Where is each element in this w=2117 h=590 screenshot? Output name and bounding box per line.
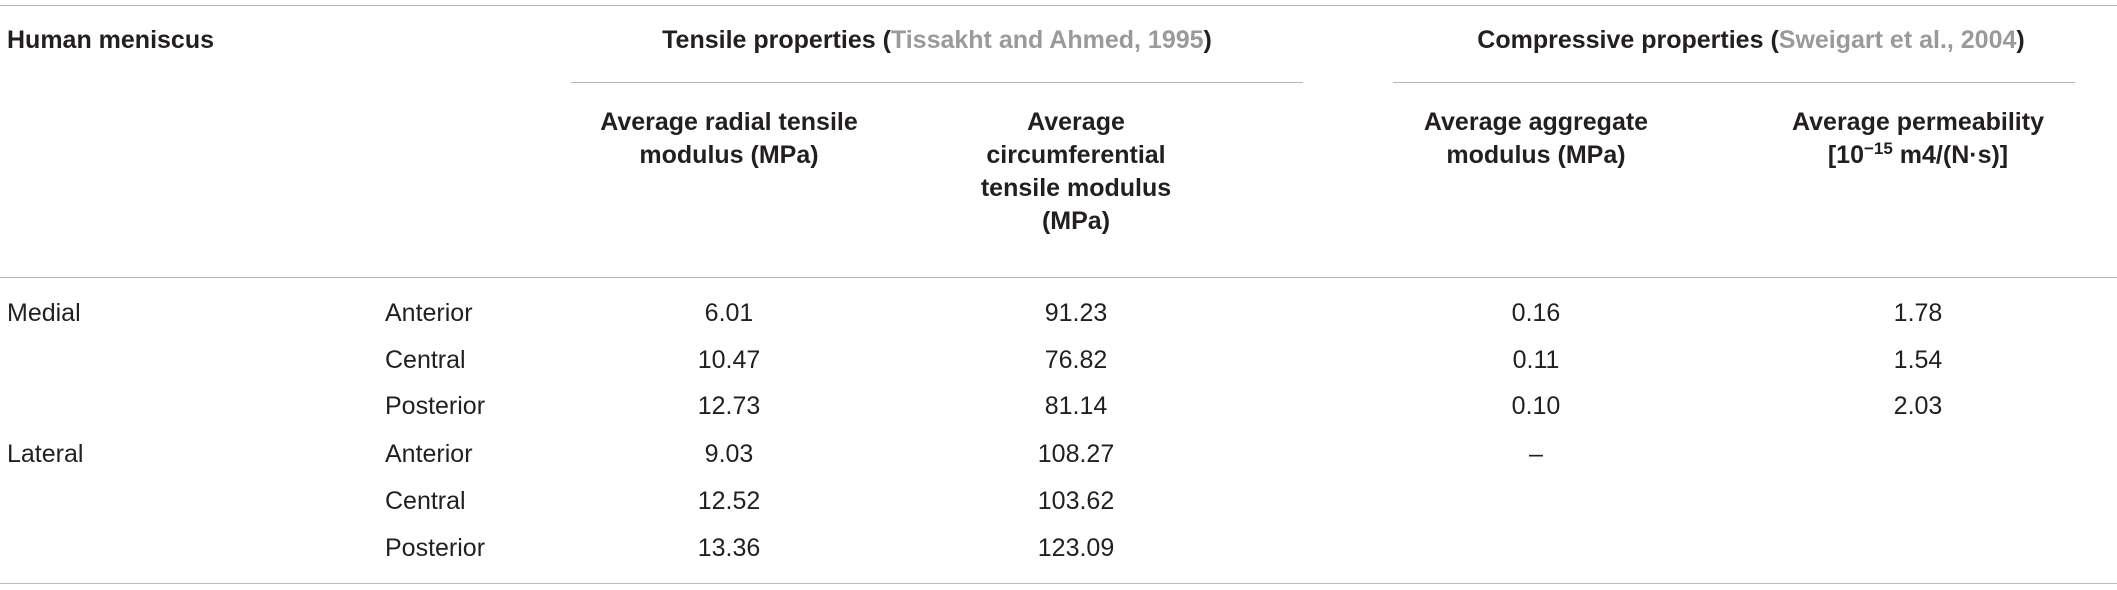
location: Posterior [385,392,486,420]
header-text: Average radial tensile modulus (MPa) [600,108,858,169]
cell: 103.62 [1037,487,1115,515]
cell: 76.82 [1044,346,1108,374]
top-rule [0,5,2117,6]
cell: 12.52 [697,487,761,515]
cell: 13.36 [697,534,761,562]
superscript: −15 [1864,139,1893,158]
group-rule [571,82,1303,83]
cell: 0.11 [1512,346,1560,374]
region: Medial [7,299,81,327]
group-title: ) [1203,26,1212,54]
cell: 0.16 [1511,299,1561,327]
location: Posterior [385,534,486,562]
location: Central [385,346,466,374]
column-header: Average permeability [10−15 m4/(N·s)] [1758,106,2078,172]
cell: 6.01 [704,299,754,327]
header-text: Average permeability [10 [1792,108,2044,169]
cell: 0.10 [1511,392,1561,420]
cell: 91.23 [1044,299,1108,327]
location: Anterior [385,440,473,468]
cell: 81.14 [1044,392,1108,420]
cell: 12.73 [697,392,761,420]
header-rule [0,277,2117,278]
location: Anterior [385,299,473,327]
column-header: Average aggregate modulus (MPa) [1386,106,1686,172]
location: Central [385,487,466,515]
column-header: Average circumferential tensile modulus … [961,106,1191,238]
cell: – [1529,440,1543,468]
group-rule [1393,82,2075,83]
cell: 10.47 [697,346,761,374]
group-title: ) [2016,26,2025,54]
group-header: Tensile properties (Tissakht and Ahmed, … [662,24,1212,57]
cell: 108.27 [1037,440,1115,468]
stub-header: Human meniscus [7,26,215,54]
header-text: Average aggregate modulus (MPa) [1423,108,1649,169]
citation: Tissakht and Ahmed, 1995 [890,26,1204,54]
cell: 1.78 [1893,299,1943,327]
citation: Sweigart et al., 2004 [1778,26,2017,54]
cell: 9.03 [704,440,754,468]
cell: 2.03 [1893,392,1943,420]
group-title: Tensile properties ( [662,26,891,54]
region: Lateral [7,440,84,468]
header-text: m4/(N·s)] [1892,141,2009,169]
group-title: Compressive properties ( [1477,26,1779,54]
cell: 123.09 [1037,534,1115,562]
column-header: Average radial tensile modulus (MPa) [564,106,894,172]
bottom-rule [0,583,2117,584]
cell: 1.54 [1893,346,1943,374]
group-header: Compressive properties (Sweigart et al.,… [1477,24,2024,57]
header-text: Average circumferential tensile modulus … [980,108,1172,235]
